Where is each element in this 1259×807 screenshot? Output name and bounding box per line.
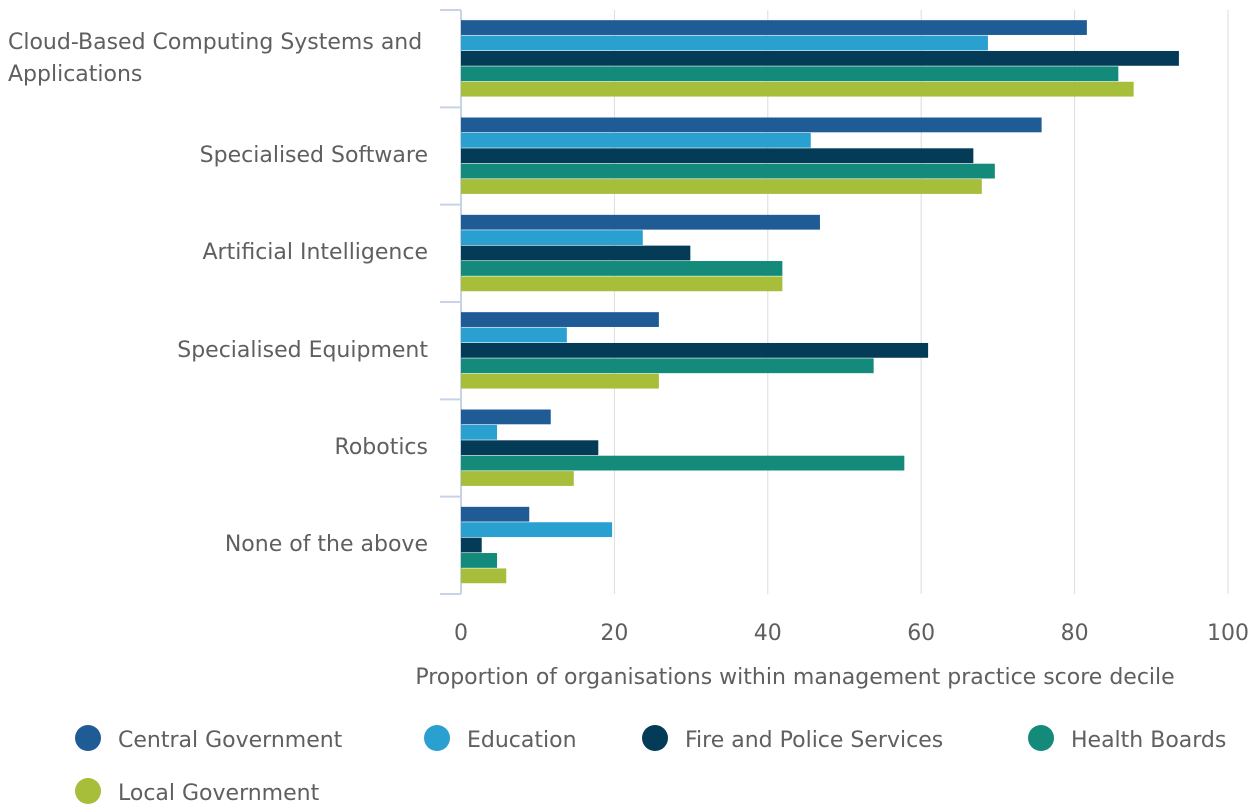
legend-label: Local Government — [118, 781, 320, 806]
legend-marker — [75, 778, 101, 804]
category-text: Robotics — [334, 434, 428, 460]
bar — [461, 276, 783, 292]
bar — [461, 179, 982, 194]
bar — [461, 522, 613, 538]
x-axis-title: Proportion of organisations within manag… — [415, 665, 1174, 690]
legend-marker — [642, 725, 668, 751]
x-tick-label: 60 — [907, 621, 935, 646]
category-text: Specialised Equipment — [177, 337, 428, 363]
legend-label: Education — [467, 728, 577, 753]
bar — [461, 537, 482, 553]
legend-marker — [1028, 725, 1054, 751]
bar — [461, 117, 1042, 133]
category-text: Cloud-Based Computing Systems and Applic… — [8, 29, 423, 87]
x-tick-label: 0 — [454, 621, 468, 646]
bar — [461, 230, 643, 246]
bar — [461, 409, 551, 425]
bar — [461, 312, 659, 327]
bar — [461, 424, 498, 440]
bar — [461, 568, 507, 584]
bar — [461, 455, 905, 471]
bar — [461, 35, 988, 51]
bar — [461, 327, 567, 343]
y-tick-label: Cloud-Based Computing Systems and Applic… — [8, 10, 428, 107]
legend-label: Health Boards — [1071, 728, 1226, 753]
category-text: None of the above — [224, 532, 428, 558]
bar — [461, 471, 574, 486]
bar — [461, 553, 498, 568]
legend-label: Central Government — [118, 728, 343, 753]
bar — [461, 132, 811, 148]
legend-marker — [75, 725, 101, 751]
bar — [461, 50, 1179, 66]
bar — [461, 163, 995, 179]
x-tick-label: 80 — [1061, 621, 1089, 646]
y-tick-label: None of the above — [8, 497, 428, 594]
bar — [461, 358, 874, 374]
x-tick-label: 100 — [1207, 621, 1249, 646]
category-text: Artificial Intelligence — [202, 240, 429, 266]
bar — [461, 148, 974, 164]
y-tick-label: Specialised Equipment — [8, 302, 428, 399]
category-text: Specialised Software — [199, 142, 428, 168]
bar — [461, 20, 1087, 35]
y-tick-label: Robotics — [8, 399, 428, 496]
bar — [461, 81, 1134, 97]
x-tick-label: 40 — [754, 621, 782, 646]
legend-marker — [424, 725, 450, 751]
bar — [461, 506, 530, 522]
x-tick-label: 20 — [600, 621, 628, 646]
bar — [461, 440, 599, 456]
bar — [461, 261, 783, 276]
y-tick-label: Artificial Intelligence — [8, 205, 429, 302]
bar — [461, 66, 1119, 82]
legend-label: Fire and Police Services — [685, 728, 943, 753]
y-tick-label: Specialised Software — [8, 107, 428, 204]
bar — [461, 342, 929, 358]
bar — [461, 373, 659, 389]
bar — [461, 245, 691, 261]
bar — [461, 214, 820, 230]
